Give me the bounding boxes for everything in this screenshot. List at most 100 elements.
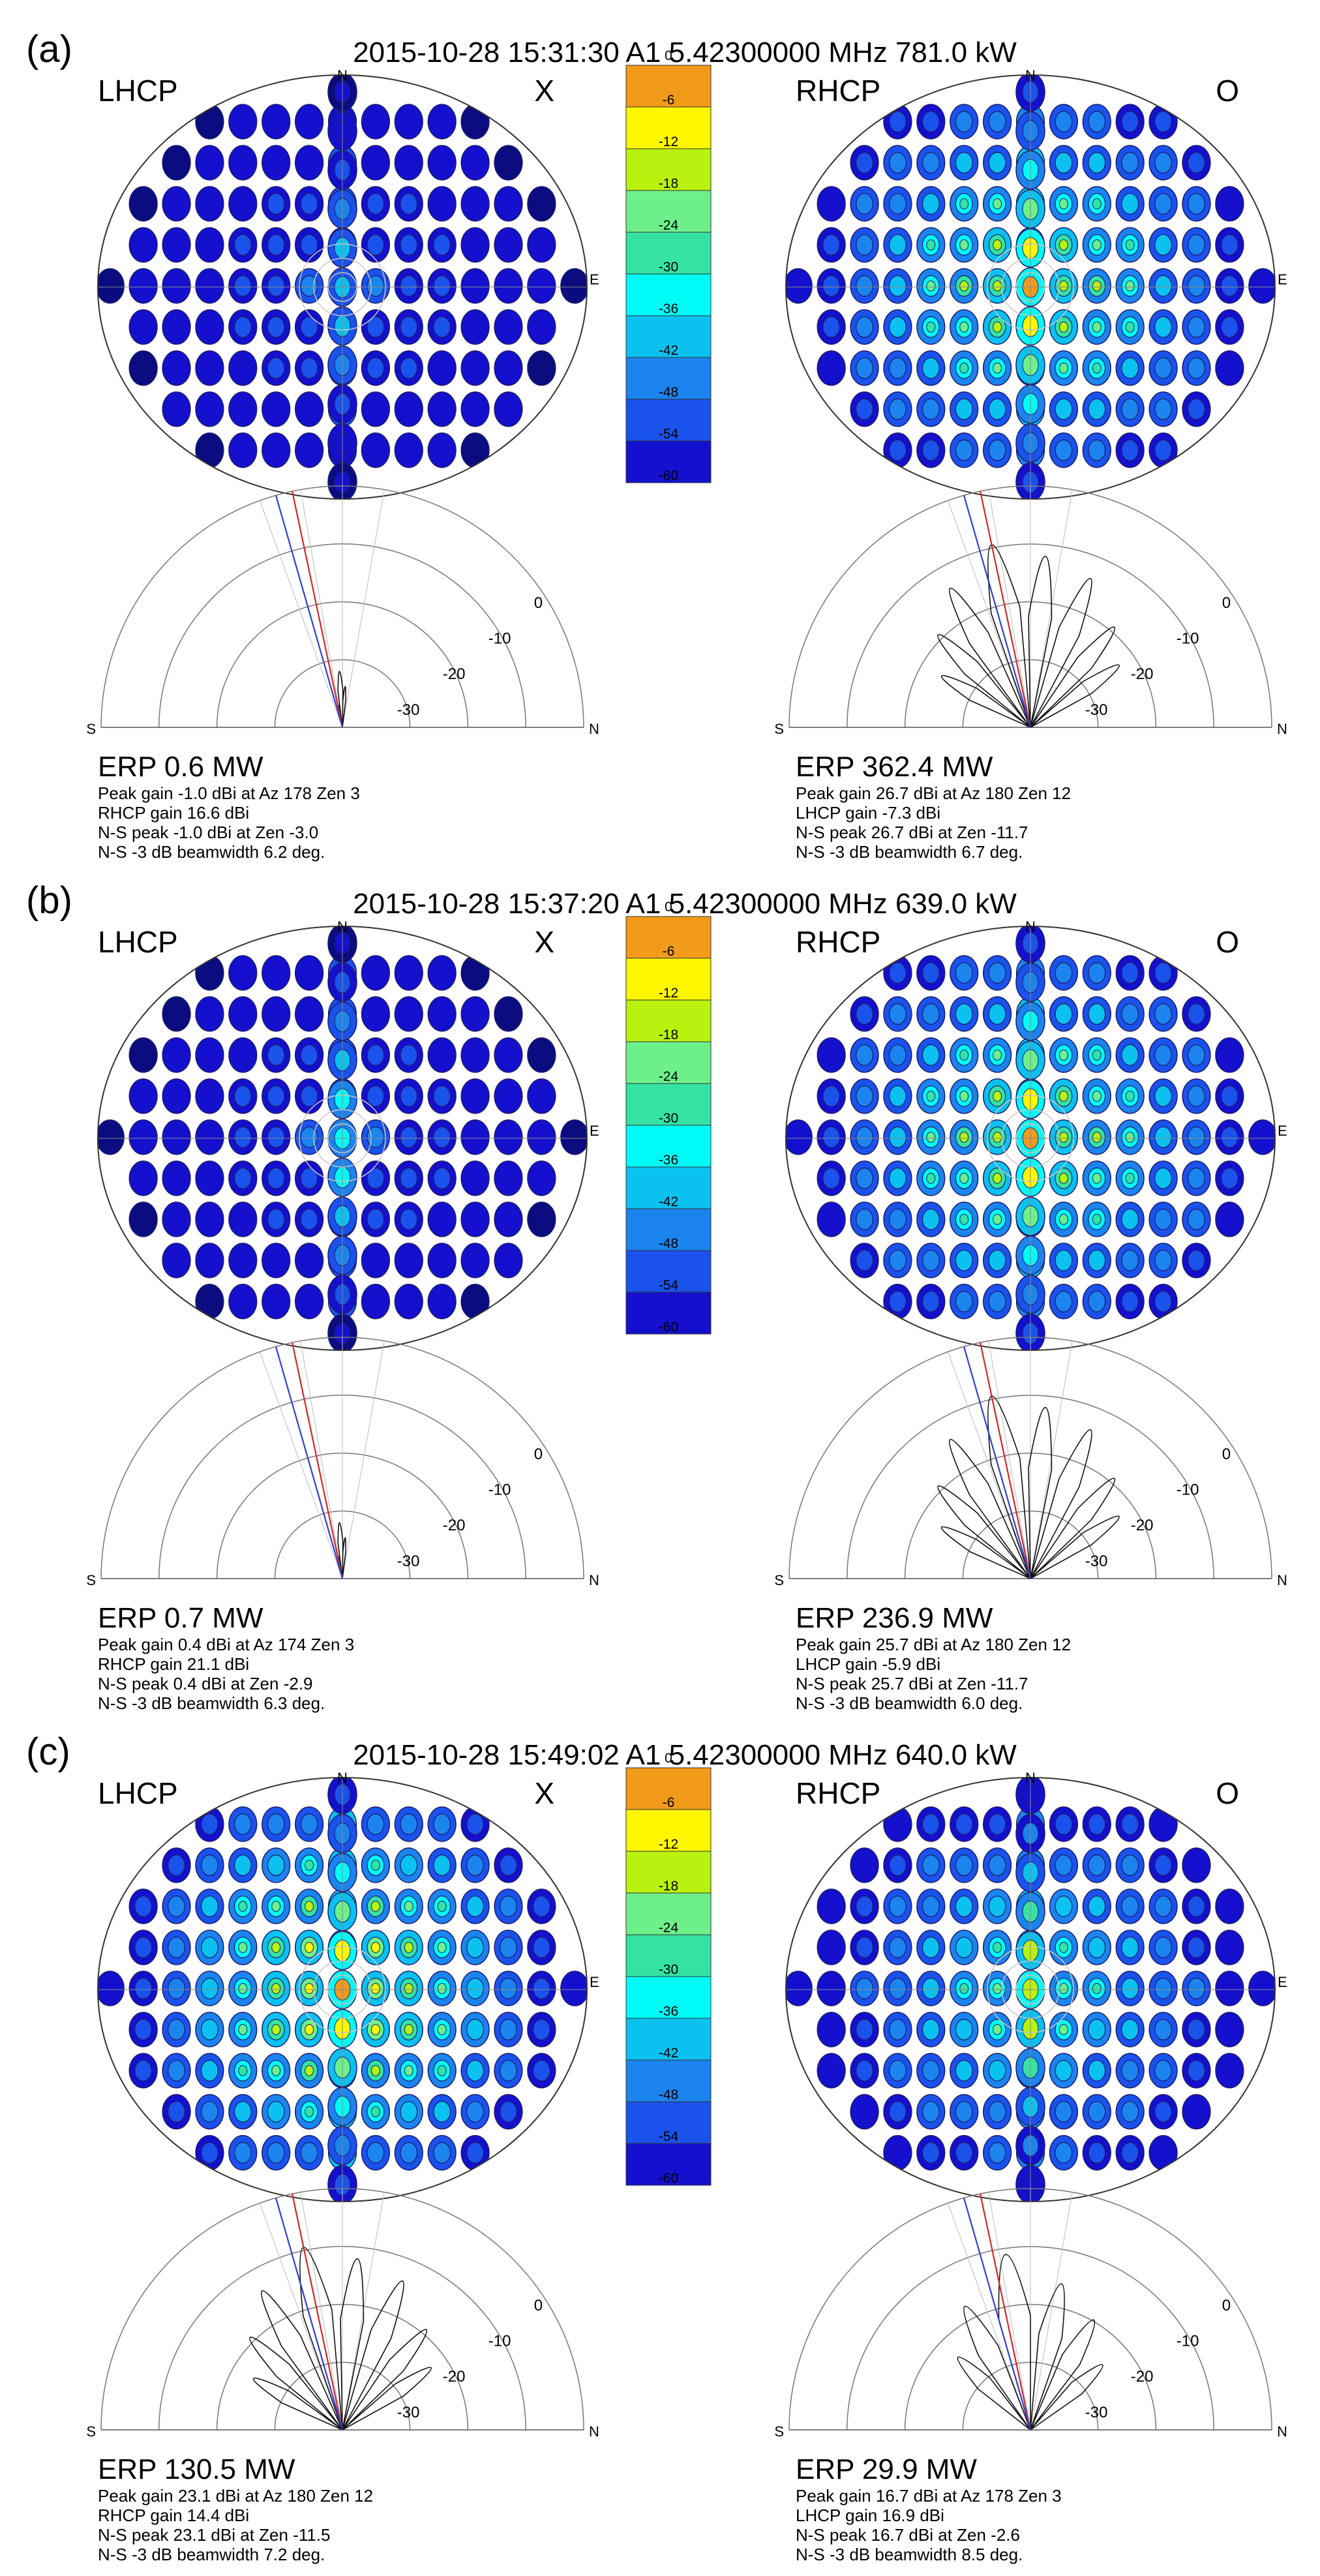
contour-blob	[817, 350, 846, 386]
contour-blob	[926, 321, 936, 333]
contour-blob	[267, 275, 285, 297]
contour-blob	[1188, 2018, 1205, 2040]
contour-blob	[162, 350, 191, 386]
contour-blob	[466, 1895, 484, 1917]
contour-blob	[1188, 357, 1205, 379]
contour-blob	[300, 1208, 318, 1230]
contour-blob	[128, 227, 158, 263]
polar-tick-label: 0	[1222, 1446, 1231, 1463]
contour-blob	[1088, 1936, 1106, 1958]
contour-blob	[367, 1208, 385, 1230]
contour-blob	[168, 1936, 185, 1958]
contour-blob	[1088, 2018, 1106, 2040]
contour-blob	[955, 2100, 973, 2123]
contour-blob	[394, 145, 423, 181]
colorbar-swatch	[625, 999, 712, 1042]
contour-blob	[1188, 1167, 1205, 1189]
contour-blob	[889, 192, 907, 215]
contour-blob	[427, 1202, 457, 1237]
colorbar-swatch	[625, 190, 712, 233]
pattern-info-line: N-S peak 16.7 dBi at Zen -2.6	[796, 2525, 1020, 2545]
contour-blob	[889, 2100, 907, 2123]
contour-blob	[1058, 321, 1068, 333]
contour-blob	[993, 2023, 1002, 2035]
contour-blob	[267, 1044, 285, 1066]
contour-blob	[404, 1901, 413, 1912]
contour-blob	[494, 1037, 523, 1073]
contour-blob	[162, 1243, 191, 1279]
contour-blob	[195, 1119, 224, 1155]
colorbar: 0 -6 -12 -18 -24 -30 -36 -42 -48 -54 -60	[625, 900, 712, 1335]
ns-gain-pattern	[249, 2247, 432, 2431]
contour-blob	[527, 227, 556, 263]
contour-blob	[1215, 350, 1244, 386]
contour-blob	[1088, 1249, 1106, 1271]
contour-blob	[201, 1895, 218, 1917]
contour-blob	[922, 111, 940, 132]
pattern-info-line: LHCP gain -7.3 dBi	[796, 803, 940, 823]
contour-blob	[1154, 1126, 1172, 1148]
contour-blob	[889, 1977, 907, 1999]
contour-blob	[1154, 152, 1172, 174]
contour-blob	[1248, 1119, 1275, 1155]
contour-blob	[271, 2023, 281, 2035]
contour-blob	[494, 1160, 523, 1196]
contour-blob	[367, 1044, 385, 1066]
contour-blob	[128, 1119, 158, 1155]
contour-blob	[926, 1131, 936, 1143]
contour-blob	[128, 186, 158, 222]
contour-blob	[1121, 1895, 1139, 1917]
contour-blob	[1220, 1085, 1238, 1107]
pattern-info-line: N-S peak 23.1 dBi at Zen -11.5	[98, 2525, 331, 2545]
ns-gain-pattern	[937, 1395, 1120, 1579]
contour-blob	[817, 2053, 846, 2089]
contour-blob	[400, 1167, 418, 1189]
polar-tick-label: -20	[443, 2368, 466, 2386]
contour-blob	[460, 432, 490, 468]
colorbar-tick: -36	[659, 2004, 678, 2019]
pattern-info-line: N-S -3 dB beamwidth 6.0 deg.	[796, 1693, 1023, 1713]
compass-north: N	[1277, 721, 1287, 737]
contour-blob	[1125, 239, 1135, 250]
contour-blob	[294, 432, 324, 468]
contour-blob	[889, 2018, 907, 2040]
contour-blob	[786, 1119, 813, 1155]
colorbar-swatch	[625, 958, 712, 1001]
polar-tick-label: -30	[397, 701, 420, 719]
contour-blob	[1215, 1037, 1244, 1073]
contour-blob	[988, 111, 1006, 132]
contour-blob	[988, 1813, 1006, 1835]
beam-edge-red	[979, 491, 1032, 728]
contour-blob	[98, 1971, 125, 2007]
contour-blob	[400, 2142, 418, 2164]
contour-blob	[400, 1085, 418, 1107]
compass-south: S	[774, 721, 784, 737]
contour-blob	[228, 996, 258, 1032]
polar-ray	[259, 2203, 343, 2431]
contour-blob	[1154, 1855, 1172, 1876]
contour-blob	[955, 1249, 973, 1271]
contour-blob	[1121, 1936, 1139, 1958]
contour-blob	[460, 1243, 490, 1279]
contour-blob	[1154, 316, 1172, 338]
contour-blob	[856, 1208, 873, 1230]
contour-blob	[267, 1208, 285, 1230]
contour-blob	[427, 145, 457, 181]
colorbar-tick: -6	[663, 93, 675, 108]
contour-blob	[1121, 2059, 1139, 2082]
mode-label: X	[534, 1776, 554, 1810]
contour-blob	[955, 1813, 973, 1835]
contour-blob	[1154, 1936, 1172, 1958]
colorbar-tick: 0	[665, 900, 672, 915]
contour-blob	[1248, 1971, 1275, 2007]
contour-blob	[233, 275, 252, 297]
contour-blob	[1215, 2053, 1244, 2089]
contour-blob	[1121, 192, 1139, 215]
contour-blob	[1154, 1249, 1172, 1271]
contour-blob	[271, 2065, 281, 2076]
contour-blob	[1154, 1895, 1172, 1917]
contour-blob	[1154, 275, 1172, 297]
panel-letter: (a)	[26, 28, 72, 70]
